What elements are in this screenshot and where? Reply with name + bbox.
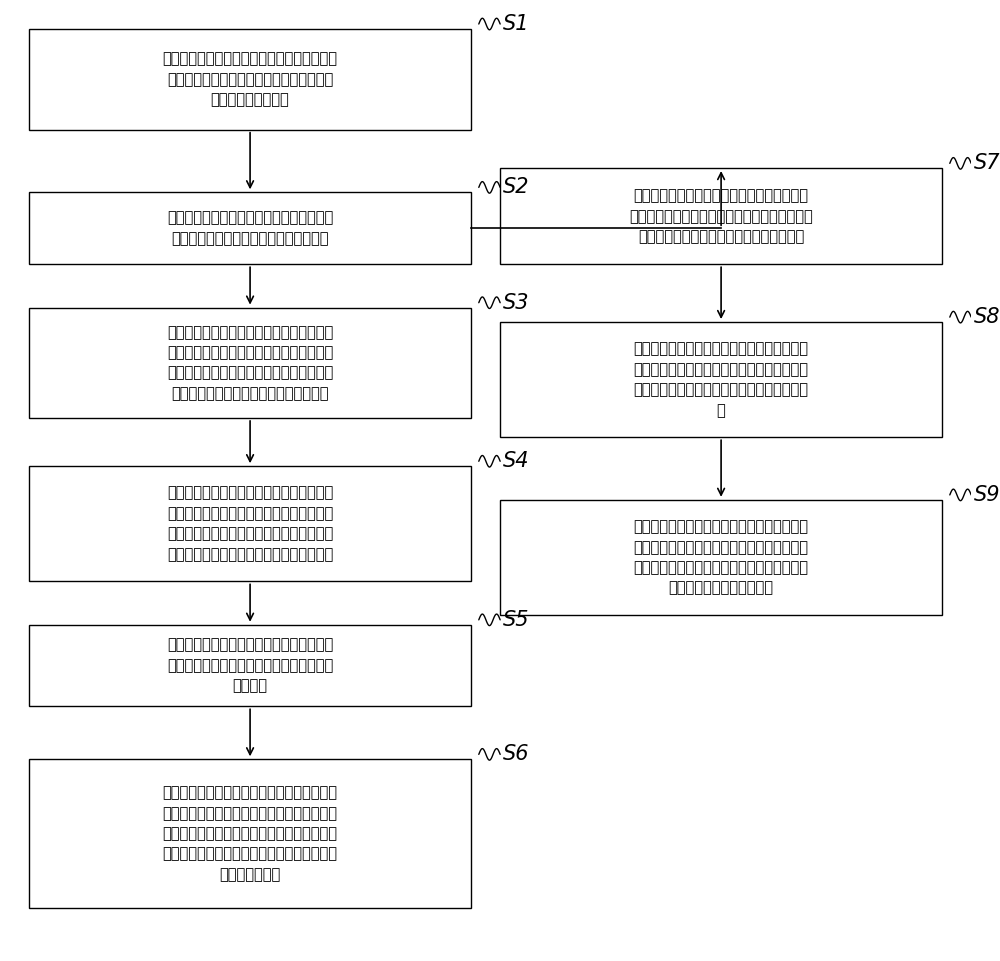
FancyBboxPatch shape [500, 168, 942, 264]
Text: S5: S5 [503, 610, 530, 629]
Text: S7: S7 [974, 154, 1000, 173]
Text: S9: S9 [974, 485, 1000, 505]
Text: S8: S8 [974, 308, 1000, 327]
FancyBboxPatch shape [29, 308, 471, 418]
FancyBboxPatch shape [29, 625, 471, 706]
Text: 第一终端设备用户向第三终端设备用户交付
质押物并进行数字签名确认，第三终端设备
用户收货后进行数字签名确认，第二终端设
备用户对质押物进行评估并数字签名确认: 第一终端设备用户向第三终端设备用户交付 质押物并进行数字签名确认，第三终端设备 … [167, 325, 333, 401]
Text: 第一终端设备向第二终端设备发起贷款申请，
部署贷款合约，第一终端设备和第二终端设
备进行数字签名确认: 第一终端设备向第二终端设备发起贷款申请， 部署贷款合约，第一终端设备和第二终端设… [163, 51, 338, 108]
FancyBboxPatch shape [29, 192, 471, 264]
Text: 第二终端设备向第一终端设备发放借款并数
字签名确认，第一终端设备收到借款后数字
签名确认: 第二终端设备向第一终端设备发放借款并数 字签名确认，第一终端设备收到借款后数字 … [167, 637, 333, 694]
Text: 第二终端设备向第三终端设备发送发货指令并
数字签名确认，第三终端设备收到发货指令后
数字签名确认，第一终端设备进行数字签名确
认: 第二终端设备向第三终端设备发送发货指令并 数字签名确认，第三终端设备收到发货指令… [634, 341, 809, 418]
FancyBboxPatch shape [29, 29, 471, 130]
Text: 第一终端设备向第二终端设备提出存货质押
贷款申请，部署存货质押贷款合约，第二终
端设备对存货质押贷款合约进行审核，第一
终端设备和第二终端设备进行数字签名确认: 第一终端设备向第二终端设备提出存货质押 贷款申请，部署存货质押贷款合约，第二终 … [167, 485, 333, 562]
Text: S1: S1 [503, 14, 530, 34]
Text: S4: S4 [503, 452, 530, 471]
Text: 对于最低限额以上的质押物，第一终端设备可
向第二终端设备提出提货申请并数字签名确认，
第二终端设备收到提货申请后数字签名确认: 对于最低限额以上的质押物，第一终端设备可 向第二终端设备提出提货申请并数字签名确… [629, 188, 813, 244]
Text: 第三终端设备用户向第一终端设备用户发放最
低限额以上的质押物并数字签名确认，第一终
端设备用户收到质押物后数字签名确认，第二
终端设备进行数字签名确认: 第三终端设备用户向第一终端设备用户发放最 低限额以上的质押物并数字签名确认，第一… [634, 519, 809, 596]
Text: S6: S6 [503, 745, 530, 764]
FancyBboxPatch shape [29, 466, 471, 581]
Text: S3: S3 [503, 293, 530, 312]
Text: 部署存货监管合约，第一终端设备、第二终
端设备和第三终端设备进行数字签名确认: 部署存货监管合约，第一终端设备、第二终 端设备和第三终端设备进行数字签名确认 [167, 210, 333, 246]
FancyBboxPatch shape [500, 500, 942, 615]
FancyBboxPatch shape [29, 759, 471, 908]
Text: S2: S2 [503, 178, 530, 197]
FancyBboxPatch shape [500, 322, 942, 437]
Text: 第二终端设备对第一终端设备用户交付的质押
物的商品价值设定最低限额，第三终端设备根
据市场价格波动实时调整最低库存临界值，第
一终端设备、第二终端设备和第三终端: 第二终端设备对第一终端设备用户交付的质押 物的商品价值设定最低限额，第三终端设备… [163, 785, 338, 882]
